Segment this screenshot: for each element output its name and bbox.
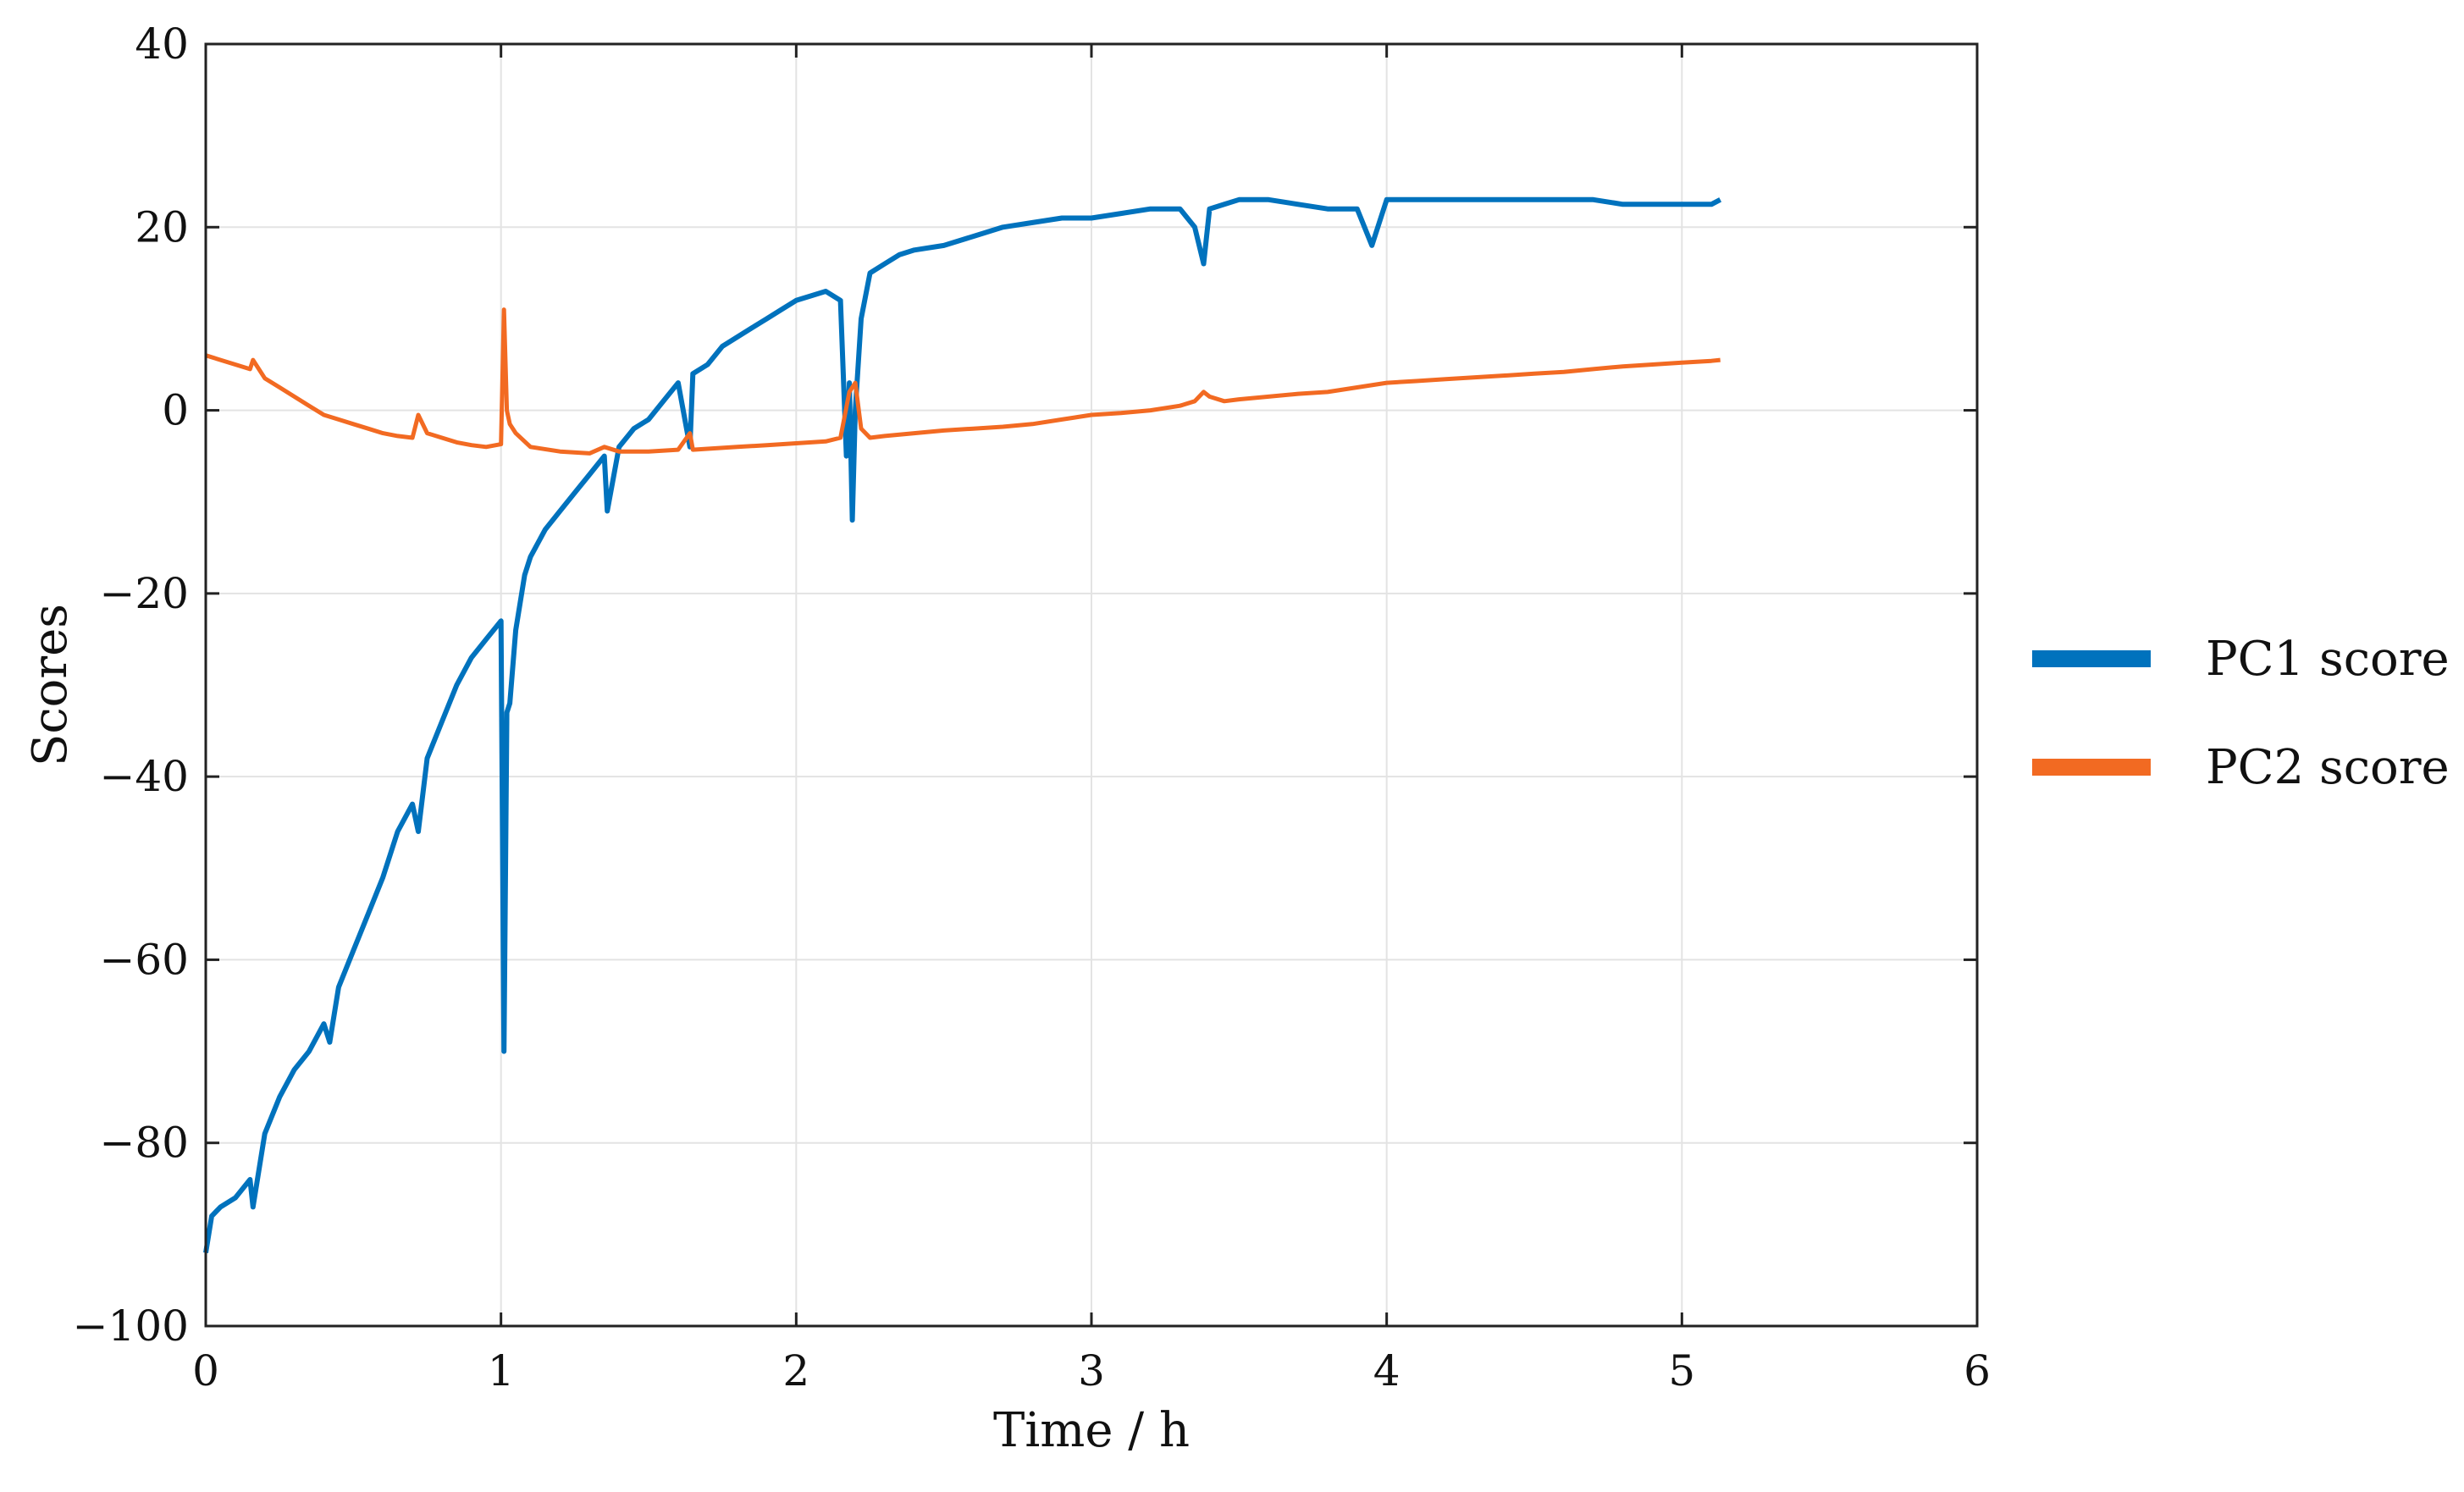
x-axis-title: Time / h: [993, 1403, 1190, 1458]
x-tick-label: 0: [192, 1346, 219, 1395]
y-axis-title: Scores: [23, 604, 78, 766]
legend: PC1 score PC2 score: [2032, 632, 2450, 795]
y-tick-label: −60: [99, 935, 189, 984]
legend-label-1: PC1 score: [2206, 632, 2450, 687]
grid-layer: [206, 44, 1977, 1326]
y-tick-label: 40: [135, 19, 189, 69]
x-tick-label: 6: [1964, 1346, 1991, 1395]
x-tick-label: 3: [1078, 1346, 1105, 1395]
y-tick-label: −80: [99, 1119, 189, 1168]
x-tick-label: 2: [782, 1346, 809, 1395]
y-tick-label: 0: [162, 386, 189, 435]
y-tick-label: 20: [135, 202, 189, 251]
y-tick-label: −100: [73, 1301, 189, 1351]
series-line-1: [203, 196, 1722, 1253]
series-line-2: [205, 307, 1721, 456]
y-tick-label: −40: [99, 752, 189, 801]
x-tick-label: 1: [488, 1346, 515, 1395]
x-tick-label: 5: [1668, 1346, 1695, 1395]
x-tick-label: 4: [1373, 1346, 1401, 1395]
tick-layer: 0 1 2 3 4 5 6 40 20 0 −20 −40 −60 −80 −100: [73, 19, 1991, 1395]
legend-label-2: PC2 score: [2206, 740, 2450, 795]
series-layer: [203, 196, 1722, 1253]
y-tick-label: −20: [99, 569, 189, 618]
